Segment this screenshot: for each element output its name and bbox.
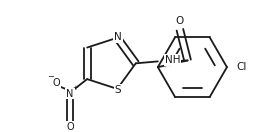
- Text: N: N: [114, 32, 122, 42]
- Text: NH: NH: [164, 55, 180, 65]
- Text: +: +: [73, 85, 79, 91]
- Text: O: O: [66, 122, 74, 132]
- Text: O: O: [176, 16, 184, 26]
- Text: O: O: [53, 78, 60, 88]
- Text: S: S: [115, 85, 121, 95]
- Text: −: −: [47, 72, 54, 81]
- Text: N: N: [66, 89, 74, 98]
- Text: Cl: Cl: [236, 62, 247, 72]
